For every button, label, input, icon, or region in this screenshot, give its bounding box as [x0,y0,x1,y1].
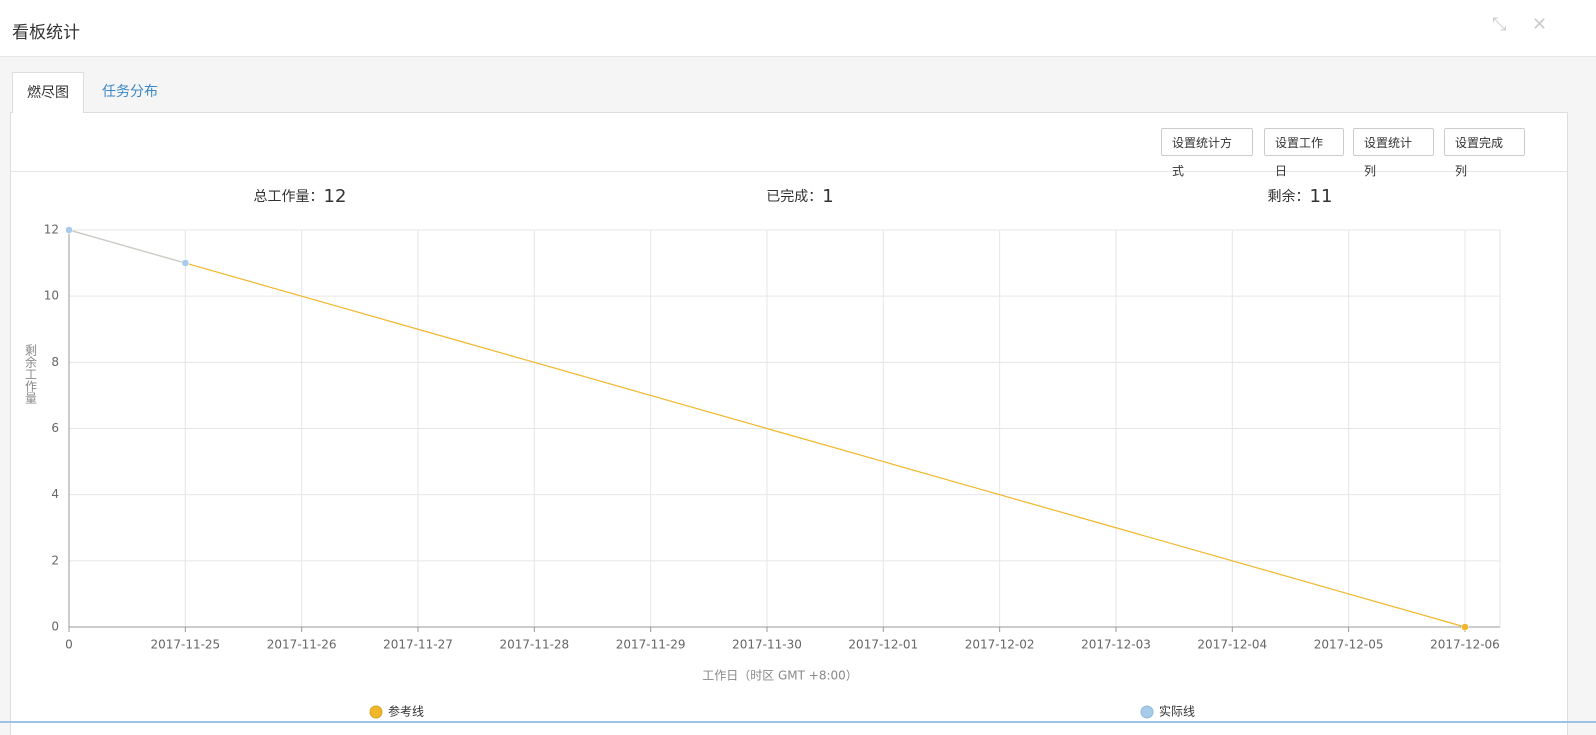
x-tick-label: 2017-12-03 [1081,638,1151,652]
minimize-icon[interactable]: ⤡ [1492,14,1507,35]
x-tick-label: 2017-12-06 [1430,638,1500,652]
summary-label: 总工作量： [254,189,324,205]
summary: 已完成：1 [766,186,833,207]
tab[interactable]: 燃尽图 [12,72,84,113]
y-tick-label: 4 [51,487,59,501]
y-axis-label: 剩余工作量 [24,344,38,404]
panel: 设置统计方式 设置工作日 设置统计列 设置完成列 [10,112,1568,735]
legend-marker [1140,705,1154,719]
summary: 剩余：11 [1268,186,1333,207]
x-tick-label: 2017-12-04 [1197,638,1267,652]
summary-label: 剩余： [1268,188,1310,205]
summary: 总工作量：12 [254,186,347,207]
divider [0,721,1596,723]
y-tick-label: 6 [51,421,59,435]
x-tick-label: 2017-12-02 [965,638,1035,652]
x-tick-label: 2017-11-30 [732,638,802,652]
x-tick-label: 2017-12-01 [848,638,918,652]
y-tick-label: 10 [44,289,59,303]
x-tick-label: 2017-11-26 [267,638,337,652]
x-tick-label: 2017-11-25 [150,638,220,652]
y-tick-label: 0 [51,620,59,634]
button[interactable]: 设置完成列 [1444,128,1525,178]
legend-marker [369,705,383,719]
x-tick-label: 2017-12-05 [1314,638,1384,652]
close-icon[interactable]: ✕ [1532,14,1548,35]
data-point [181,259,190,267]
x-tick-label: 2017-11-29 [616,638,686,652]
x-tick-label: 2017-11-28 [499,638,569,652]
y-tick-label: 8 [51,355,59,369]
x-tick-label: 2017-11-27 [383,638,453,652]
y-tick-label: 12 [44,223,59,237]
dialog-title: 看板统计 [12,23,80,43]
button[interactable]: 设置统计列 [1353,128,1434,178]
toolbar: 设置统计方式 设置工作日 设置统计列 设置完成列 [11,113,1567,178]
button[interactable]: 设置工作日 [1264,128,1344,178]
header: 看板统计 ⤡ ✕ [0,0,1596,57]
legend-label: 实际线 [1159,704,1195,719]
data-point [1461,623,1469,631]
y-tick-label: 2 [51,553,59,567]
series-line [68,229,1466,628]
x-axis-label: 工作日（时区 GMT +8:00） [702,669,858,683]
summary-value: 1 [822,186,833,207]
x-tick-label: 0 [65,638,73,652]
series-line [68,229,186,264]
button[interactable]: 设置统计方式 [1161,128,1253,178]
summary-value: 12 [324,186,347,207]
summary-label: 已完成： [766,189,822,205]
legend-label: 参考线 [388,704,424,719]
summary-value: 11 [1310,186,1333,207]
data-point [65,226,73,234]
tab[interactable]: 任务分布 [102,84,158,100]
